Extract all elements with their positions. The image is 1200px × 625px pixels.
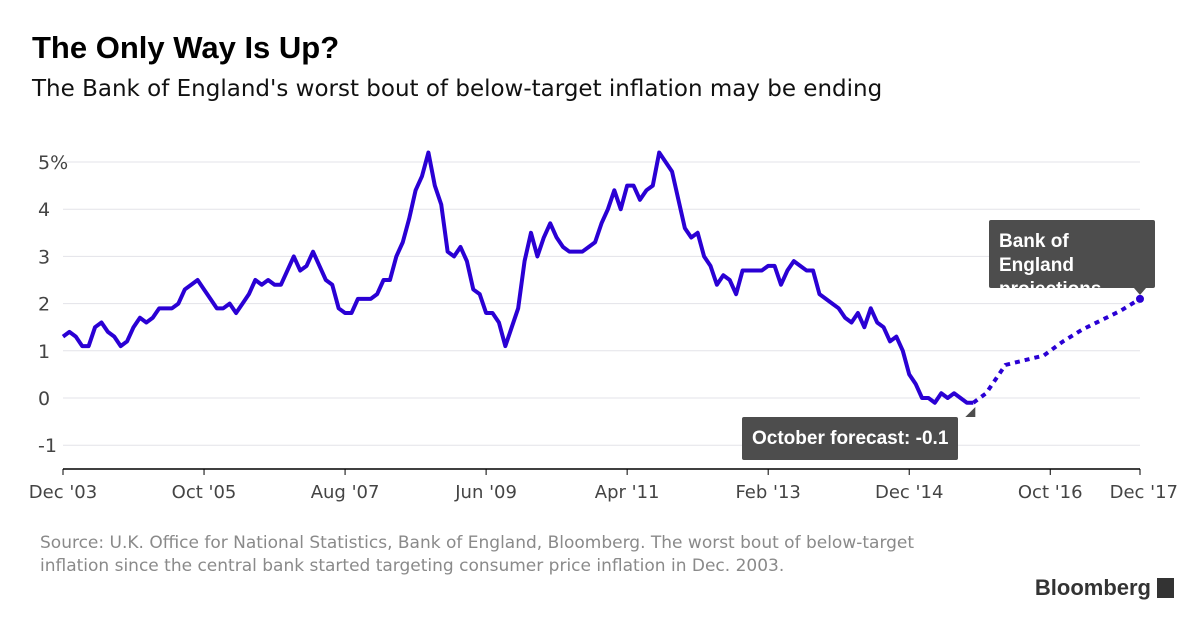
x-tick-label: Apr '11 — [595, 482, 660, 503]
chart-subtitle: The Bank of England's worst bout of belo… — [32, 76, 883, 102]
y-tick-label: 3 — [38, 246, 50, 268]
y-tick-label: 2 — [38, 294, 50, 316]
actual-inflation-line — [61, 150, 974, 405]
x-tick-label: Jun '09 — [454, 482, 517, 503]
x-tick-label: Oct '16 — [1018, 482, 1083, 503]
x-tick-label: Oct '05 — [172, 482, 237, 503]
annotation-boe-projections: Bank of England projections — [989, 220, 1155, 300]
projection-line — [972, 297, 1142, 405]
x-tick-label: Dec '14 — [875, 482, 943, 503]
callout-pointer — [965, 407, 976, 417]
projection-end-point — [1136, 294, 1144, 303]
bloomberg-logo: Bloomberg — [1035, 575, 1174, 601]
y-tick-label: -1 — [38, 435, 57, 457]
x-tick-label: Feb '13 — [735, 482, 800, 503]
y-tick-label: 4 — [38, 199, 50, 221]
chart-icon — [1157, 578, 1174, 598]
y-tick-label: 0 — [38, 388, 50, 410]
y-tick-label: 1 — [38, 341, 50, 363]
annotation-october-forecast: October forecast: -0.1 — [742, 417, 959, 460]
source-note: Source: U.K. Office for National Statist… — [40, 533, 915, 576]
x-tick-label: Dec '03 — [29, 482, 97, 503]
logo-text: Bloomberg — [1034, 575, 1151, 600]
x-tick-label: Aug '07 — [311, 482, 380, 503]
chart-title: The Only Way Is Up? — [32, 30, 340, 65]
y-tick-label: 5% — [38, 152, 68, 174]
callout-pointer — [1134, 288, 1146, 295]
x-tick-label: Dec '17 — [1110, 482, 1178, 503]
